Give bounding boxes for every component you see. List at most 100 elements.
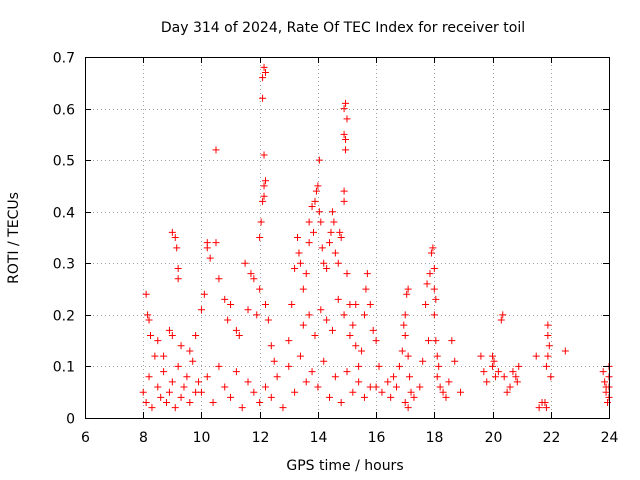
- data-point: [433, 352, 441, 360]
- data-point: [168, 331, 176, 339]
- data-point: [544, 352, 552, 360]
- data-point: [291, 388, 299, 396]
- data-point: [224, 316, 232, 324]
- data-point: [260, 182, 268, 190]
- data-point: [494, 368, 502, 376]
- data-point: [261, 68, 269, 76]
- data-point: [355, 378, 363, 386]
- data-point: [305, 311, 313, 319]
- data-point: [404, 404, 412, 412]
- data-point: [221, 383, 229, 391]
- data-point: [147, 331, 154, 339]
- data-point: [532, 352, 540, 360]
- data-point: [423, 280, 431, 288]
- data-point: [545, 342, 553, 350]
- data-point: [323, 316, 331, 324]
- data-point: [372, 383, 380, 391]
- y-tick-label: 0.4: [53, 206, 75, 222]
- data-point: [260, 63, 268, 71]
- data-point: [542, 404, 550, 412]
- data-point: [352, 342, 360, 350]
- y-tick-label: 0.7: [53, 51, 75, 67]
- y-tick-label: 0.6: [53, 103, 75, 119]
- data-point: [212, 239, 220, 247]
- y-tick-label: 0: [66, 412, 75, 428]
- data-point: [406, 373, 414, 381]
- data-point: [160, 352, 168, 360]
- data-point: [544, 321, 552, 329]
- x-tick-label: 16: [368, 430, 386, 446]
- x-tick-label: 10: [193, 430, 211, 446]
- data-point: [168, 378, 176, 386]
- data-point: [416, 383, 424, 391]
- data-point: [163, 399, 171, 407]
- data-point: [197, 388, 205, 396]
- data-point: [186, 399, 194, 407]
- data-point: [432, 295, 440, 303]
- data-point: [372, 337, 380, 345]
- data-point: [267, 393, 275, 401]
- data-point: [427, 249, 435, 257]
- data-point: [285, 362, 293, 370]
- data-point: [215, 275, 223, 283]
- data-point: [259, 74, 267, 82]
- data-point: [489, 362, 497, 370]
- data-point: [535, 404, 543, 412]
- data-point: [451, 357, 459, 365]
- data-point: [355, 362, 363, 370]
- data-point: [337, 399, 345, 407]
- data-point: [173, 244, 181, 252]
- data-point: [157, 393, 165, 401]
- data-point: [209, 399, 217, 407]
- data-point: [398, 347, 406, 355]
- data-point: [457, 388, 465, 396]
- data-point: [279, 404, 287, 412]
- data-point: [250, 275, 258, 283]
- data-point: [328, 208, 336, 216]
- data-point: [174, 275, 182, 283]
- data-point: [515, 362, 523, 370]
- data-point: [343, 115, 351, 123]
- y-tick-label: 0.3: [53, 257, 75, 273]
- data-point: [346, 331, 354, 339]
- data-point: [503, 388, 511, 396]
- data-point: [305, 239, 313, 247]
- data-point: [491, 373, 499, 381]
- data-point: [315, 156, 323, 164]
- data-point: [489, 352, 497, 360]
- x-axis-label: GPS time / hours: [286, 458, 403, 474]
- data-point: [285, 337, 293, 345]
- data-point: [435, 362, 443, 370]
- data-point: [256, 234, 264, 241]
- y-tick-labels: 0 0.1 0.2 0.3 0.4 0.5 0.6 0.7: [53, 51, 75, 428]
- data-point: [183, 373, 191, 381]
- x-tick-label: 14: [310, 430, 328, 446]
- data-point: [257, 218, 265, 226]
- data-point: [407, 388, 415, 396]
- data-point: [349, 321, 357, 329]
- data-point: [500, 373, 508, 381]
- data-point: [200, 290, 208, 298]
- data-point: [340, 311, 348, 319]
- data-point: [506, 383, 514, 391]
- data-point: [315, 208, 323, 216]
- data-point: [401, 311, 409, 319]
- x-tick-label: 24: [601, 430, 619, 446]
- data-point: [235, 331, 243, 339]
- data-point: [336, 228, 344, 236]
- data-point: [561, 347, 569, 355]
- data-point: [331, 249, 339, 257]
- data-point: [544, 331, 552, 339]
- data-point: [197, 306, 205, 314]
- data-point: [448, 337, 456, 345]
- data-point: [244, 378, 252, 386]
- data-point: [260, 192, 268, 200]
- data-point: [490, 357, 498, 365]
- data-point: [174, 264, 182, 272]
- plot-frame: [85, 57, 610, 419]
- data-point: [331, 373, 339, 381]
- data-point: [302, 378, 310, 386]
- data-point: [390, 373, 398, 381]
- data-point: [326, 393, 334, 401]
- data-point: [477, 352, 485, 360]
